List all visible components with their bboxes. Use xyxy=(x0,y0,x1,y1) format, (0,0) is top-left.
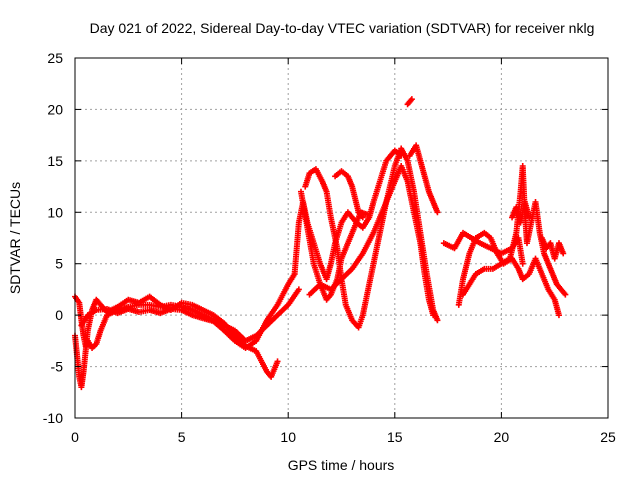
y-tick-label: 5 xyxy=(55,256,63,272)
series-track-c xyxy=(78,271,298,352)
y-tick-label: -5 xyxy=(51,359,64,375)
data-point-marker xyxy=(359,214,366,221)
y-tick-label: 0 xyxy=(55,307,63,323)
data-point-marker xyxy=(562,291,569,298)
x-tick-label: 20 xyxy=(494,429,510,445)
data-point-marker xyxy=(295,286,302,293)
series-track-i xyxy=(404,96,415,108)
data-point-marker xyxy=(434,317,441,324)
data-point-marker xyxy=(434,209,441,216)
y-tick-label: 20 xyxy=(47,101,63,117)
x-tick-label: 5 xyxy=(178,429,186,445)
plot-area xyxy=(72,96,569,391)
y-tick-label: 10 xyxy=(47,204,63,220)
x-tick-label: 25 xyxy=(600,429,616,445)
data-point-marker xyxy=(555,312,562,319)
data-point-marker xyxy=(274,358,281,365)
series-track-o xyxy=(509,199,533,226)
series-track-m xyxy=(460,163,569,298)
x-axis-label: GPS time / hours xyxy=(288,457,395,473)
y-tick-label: 15 xyxy=(47,153,63,169)
y-axis-label: SDTVAR / TECUs xyxy=(7,182,23,294)
data-point-marker xyxy=(364,211,371,218)
x-tick-label: 0 xyxy=(71,429,79,445)
x-tick-label: 15 xyxy=(387,429,403,445)
series-track-h xyxy=(332,168,366,221)
y-tick-label: -10 xyxy=(43,410,63,426)
plot-frame xyxy=(74,57,609,419)
data-point-marker xyxy=(430,312,437,319)
series-track-l xyxy=(455,229,562,319)
series-track-f xyxy=(306,163,437,319)
series-track-j xyxy=(406,142,441,216)
data-point-marker xyxy=(408,96,415,103)
data-point-marker xyxy=(560,250,567,257)
series-track-g xyxy=(297,188,371,303)
x-tick-label: 10 xyxy=(280,429,296,445)
data-point-marker xyxy=(519,260,526,267)
grid xyxy=(75,58,608,418)
series-track-d xyxy=(291,147,405,283)
axis-ticks: 0 5 10 15 20 25 -10 -5 0 5 10 15 20 25 xyxy=(43,50,616,445)
y-tick-label: 25 xyxy=(47,50,63,66)
data-point-marker xyxy=(526,214,533,221)
chart-title: Day 021 of 2022, Sidereal Day-to-day VTE… xyxy=(90,20,595,36)
series-track-n xyxy=(538,235,567,262)
